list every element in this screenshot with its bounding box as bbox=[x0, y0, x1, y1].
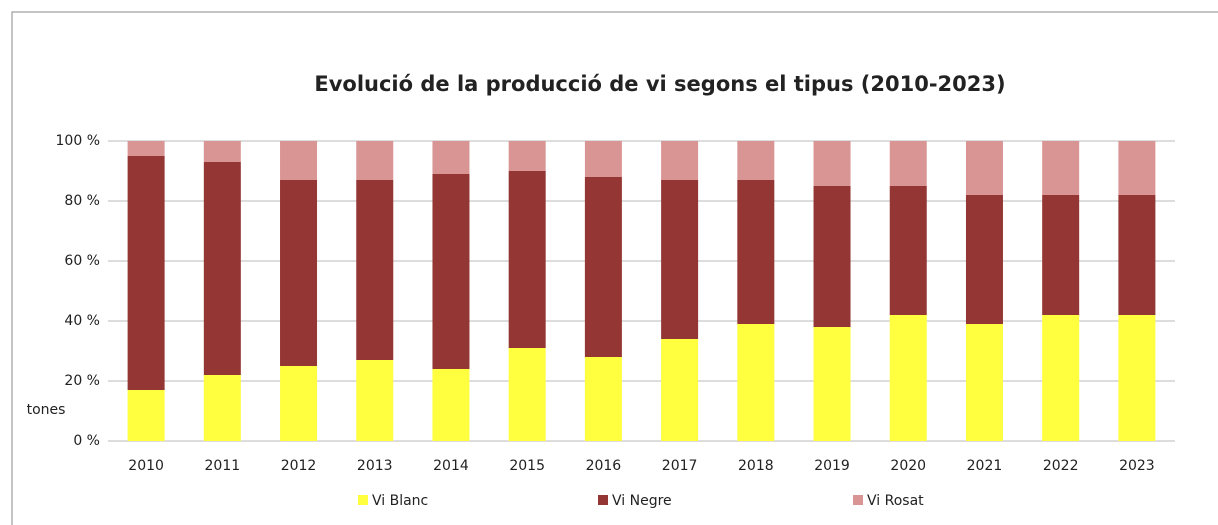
x-tick-label: 2012 bbox=[281, 458, 317, 474]
legend-swatch bbox=[853, 495, 863, 505]
bar-segment bbox=[965, 195, 1003, 324]
legend-label: Vi Blanc bbox=[372, 493, 428, 509]
x-tick-label: 2022 bbox=[1043, 458, 1079, 474]
bar-segment bbox=[432, 141, 470, 174]
bar-segment bbox=[356, 141, 394, 180]
bar-segment bbox=[508, 348, 546, 441]
legend-swatch bbox=[598, 495, 608, 505]
chart-title: Evolució de la producció de vi segons el… bbox=[314, 72, 1005, 96]
y-tick-label: 40 % bbox=[64, 313, 100, 329]
bar-segment bbox=[584, 177, 622, 357]
bar-segment bbox=[1118, 315, 1156, 441]
bar-segment bbox=[356, 360, 394, 441]
x-tick-label: 2020 bbox=[890, 458, 926, 474]
x-tick-label: 2021 bbox=[967, 458, 1003, 474]
y-axis-label: tones bbox=[27, 402, 66, 418]
y-tick-label: 80 % bbox=[64, 193, 100, 209]
bar-segment bbox=[1042, 195, 1080, 315]
bar-segment bbox=[584, 141, 622, 177]
legend-label: Vi Negre bbox=[612, 493, 672, 509]
bar-segment bbox=[965, 324, 1003, 441]
bar-segment bbox=[965, 141, 1003, 195]
bar-segment bbox=[889, 315, 927, 441]
bar-segment bbox=[127, 390, 165, 441]
bar-segment bbox=[203, 162, 241, 375]
legend-label: Vi Rosat bbox=[867, 493, 924, 509]
x-tick-label: 2015 bbox=[509, 458, 545, 474]
x-tick-label: 2011 bbox=[205, 458, 241, 474]
bar-segment bbox=[432, 174, 470, 369]
bar-segment bbox=[813, 141, 851, 186]
bar-segment bbox=[737, 324, 775, 441]
legend-swatch bbox=[358, 495, 368, 505]
bar-segment bbox=[813, 327, 851, 441]
bar-segment bbox=[584, 357, 622, 441]
bar-segment bbox=[1118, 195, 1156, 315]
bar-segment bbox=[737, 141, 775, 180]
y-tick-label: 100 % bbox=[56, 133, 100, 149]
x-tick-label: 2017 bbox=[662, 458, 698, 474]
x-tick-label: 2018 bbox=[738, 458, 774, 474]
x-tick-label: 2014 bbox=[433, 458, 469, 474]
x-tick-label: 2016 bbox=[586, 458, 622, 474]
y-tick-label: 20 % bbox=[64, 373, 100, 389]
x-tick-label: 2013 bbox=[357, 458, 393, 474]
x-tick-label: 2023 bbox=[1119, 458, 1155, 474]
bar-segment bbox=[813, 186, 851, 327]
bar-segment bbox=[203, 141, 241, 162]
bar-segment bbox=[280, 180, 318, 366]
x-tick-label: 2010 bbox=[128, 458, 164, 474]
y-tick-label: 0 % bbox=[73, 433, 100, 449]
bar-segment bbox=[889, 141, 927, 186]
bar-segment bbox=[280, 141, 318, 180]
bar-segment bbox=[889, 186, 927, 315]
bar-segment bbox=[1118, 141, 1156, 195]
bar-segment bbox=[1042, 315, 1080, 441]
bar-segment bbox=[127, 141, 165, 156]
bar-segment bbox=[661, 339, 699, 441]
bar-segment bbox=[127, 156, 165, 390]
bar-segment bbox=[737, 180, 775, 324]
bar-segment bbox=[661, 180, 699, 339]
bar-segment bbox=[203, 375, 241, 441]
bar-segment bbox=[280, 366, 318, 441]
bar-segment bbox=[356, 180, 394, 360]
bar-segment bbox=[432, 369, 470, 441]
x-tick-label: 2019 bbox=[814, 458, 850, 474]
bar-segment bbox=[661, 141, 699, 180]
chart-frame bbox=[11, 11, 1218, 525]
y-tick-label: 60 % bbox=[64, 253, 100, 269]
bar-segment bbox=[508, 171, 546, 348]
bar-segment bbox=[1042, 141, 1080, 195]
bar-segment bbox=[508, 141, 546, 171]
